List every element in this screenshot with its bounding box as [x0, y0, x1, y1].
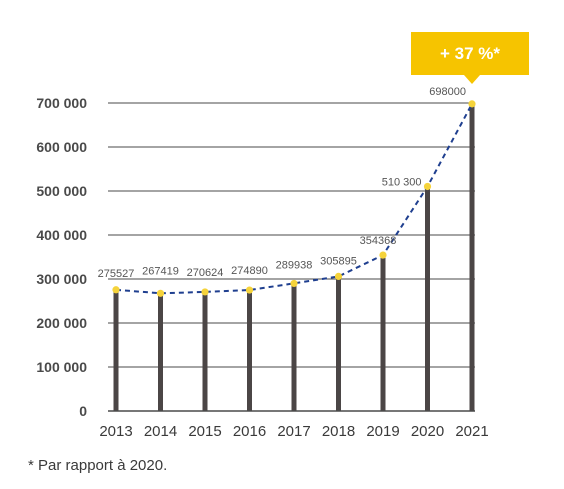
data-point-marker: [156, 289, 165, 297]
data-label: 267419: [142, 265, 179, 277]
footnote: * Par rapport à 2020.: [28, 457, 168, 474]
x-tick-label: 2013: [99, 423, 132, 440]
y-tick-label: 300 000: [36, 271, 87, 287]
x-tick-label: 2014: [144, 423, 177, 440]
x-tick-label: 2016: [233, 423, 266, 440]
data-point-marker: [201, 288, 209, 296]
data-point-marker: [379, 251, 387, 259]
data-label: 305895: [320, 255, 357, 267]
x-tick-label: 2017: [277, 423, 310, 440]
data-point-marker: [334, 272, 343, 281]
data-label: 354368: [360, 235, 397, 247]
x-tick-label: 2020: [411, 423, 444, 440]
bar: [469, 103, 475, 411]
y-axis-tick-labels: 0 100 000 200 000 300 000 400 000 500 000 600 …: [36, 95, 87, 419]
x-tick-label: 2021: [455, 423, 488, 440]
gridlines: [108, 102, 475, 368]
data-point-marker: [290, 279, 298, 288]
trend-line-group: [115, 103, 473, 295]
y-tick-label: 600 000: [36, 139, 87, 155]
callout-pointer: [464, 75, 480, 84]
data-label: 510 300: [382, 176, 422, 188]
y-tick-label: 500 000: [36, 183, 87, 199]
data-label: 698000: [429, 86, 466, 98]
data-point-marker: [245, 286, 254, 294]
data-label: 270624: [187, 267, 224, 279]
bar: [380, 255, 386, 411]
data-point-marker: [423, 182, 432, 191]
bar: [291, 283, 297, 411]
y-tick-label: 200 000: [36, 315, 87, 331]
data-label: 275527: [98, 268, 135, 280]
x-tick-label: 2018: [322, 423, 355, 440]
trend-line: [115, 103, 473, 295]
x-axis-tick-labels: 2013 2014 2015 2016 2017 2018 2019 2020 2021: [99, 423, 488, 440]
x-tick-label: 2019: [366, 423, 399, 440]
bar: [202, 291, 208, 411]
bar: [158, 293, 163, 411]
data-label: 274890: [231, 265, 268, 277]
data-labels: 275527 267419 270624 274890 289938 3058953543…: [98, 86, 466, 280]
y-tick-label: 400 000: [36, 227, 87, 243]
data-point-marker: [112, 286, 120, 294]
y-tick-label: 700 000: [36, 95, 87, 111]
bar: [113, 289, 119, 411]
y-tick-label: 100 000: [36, 359, 87, 375]
callout-text: + 37 %*: [440, 44, 500, 63]
data-label: 289938: [276, 259, 313, 271]
x-tick-label: 2015: [188, 423, 221, 440]
bars: [113, 103, 475, 411]
growth-callout: + 37 %*: [411, 32, 529, 84]
y-tick-label: 0: [79, 403, 87, 419]
bar: [247, 290, 252, 411]
bar: [425, 186, 430, 411]
data-point-markers: [112, 100, 476, 297]
data-point-marker: [468, 100, 476, 108]
callout-box: [411, 32, 529, 75]
bar: [336, 276, 341, 411]
